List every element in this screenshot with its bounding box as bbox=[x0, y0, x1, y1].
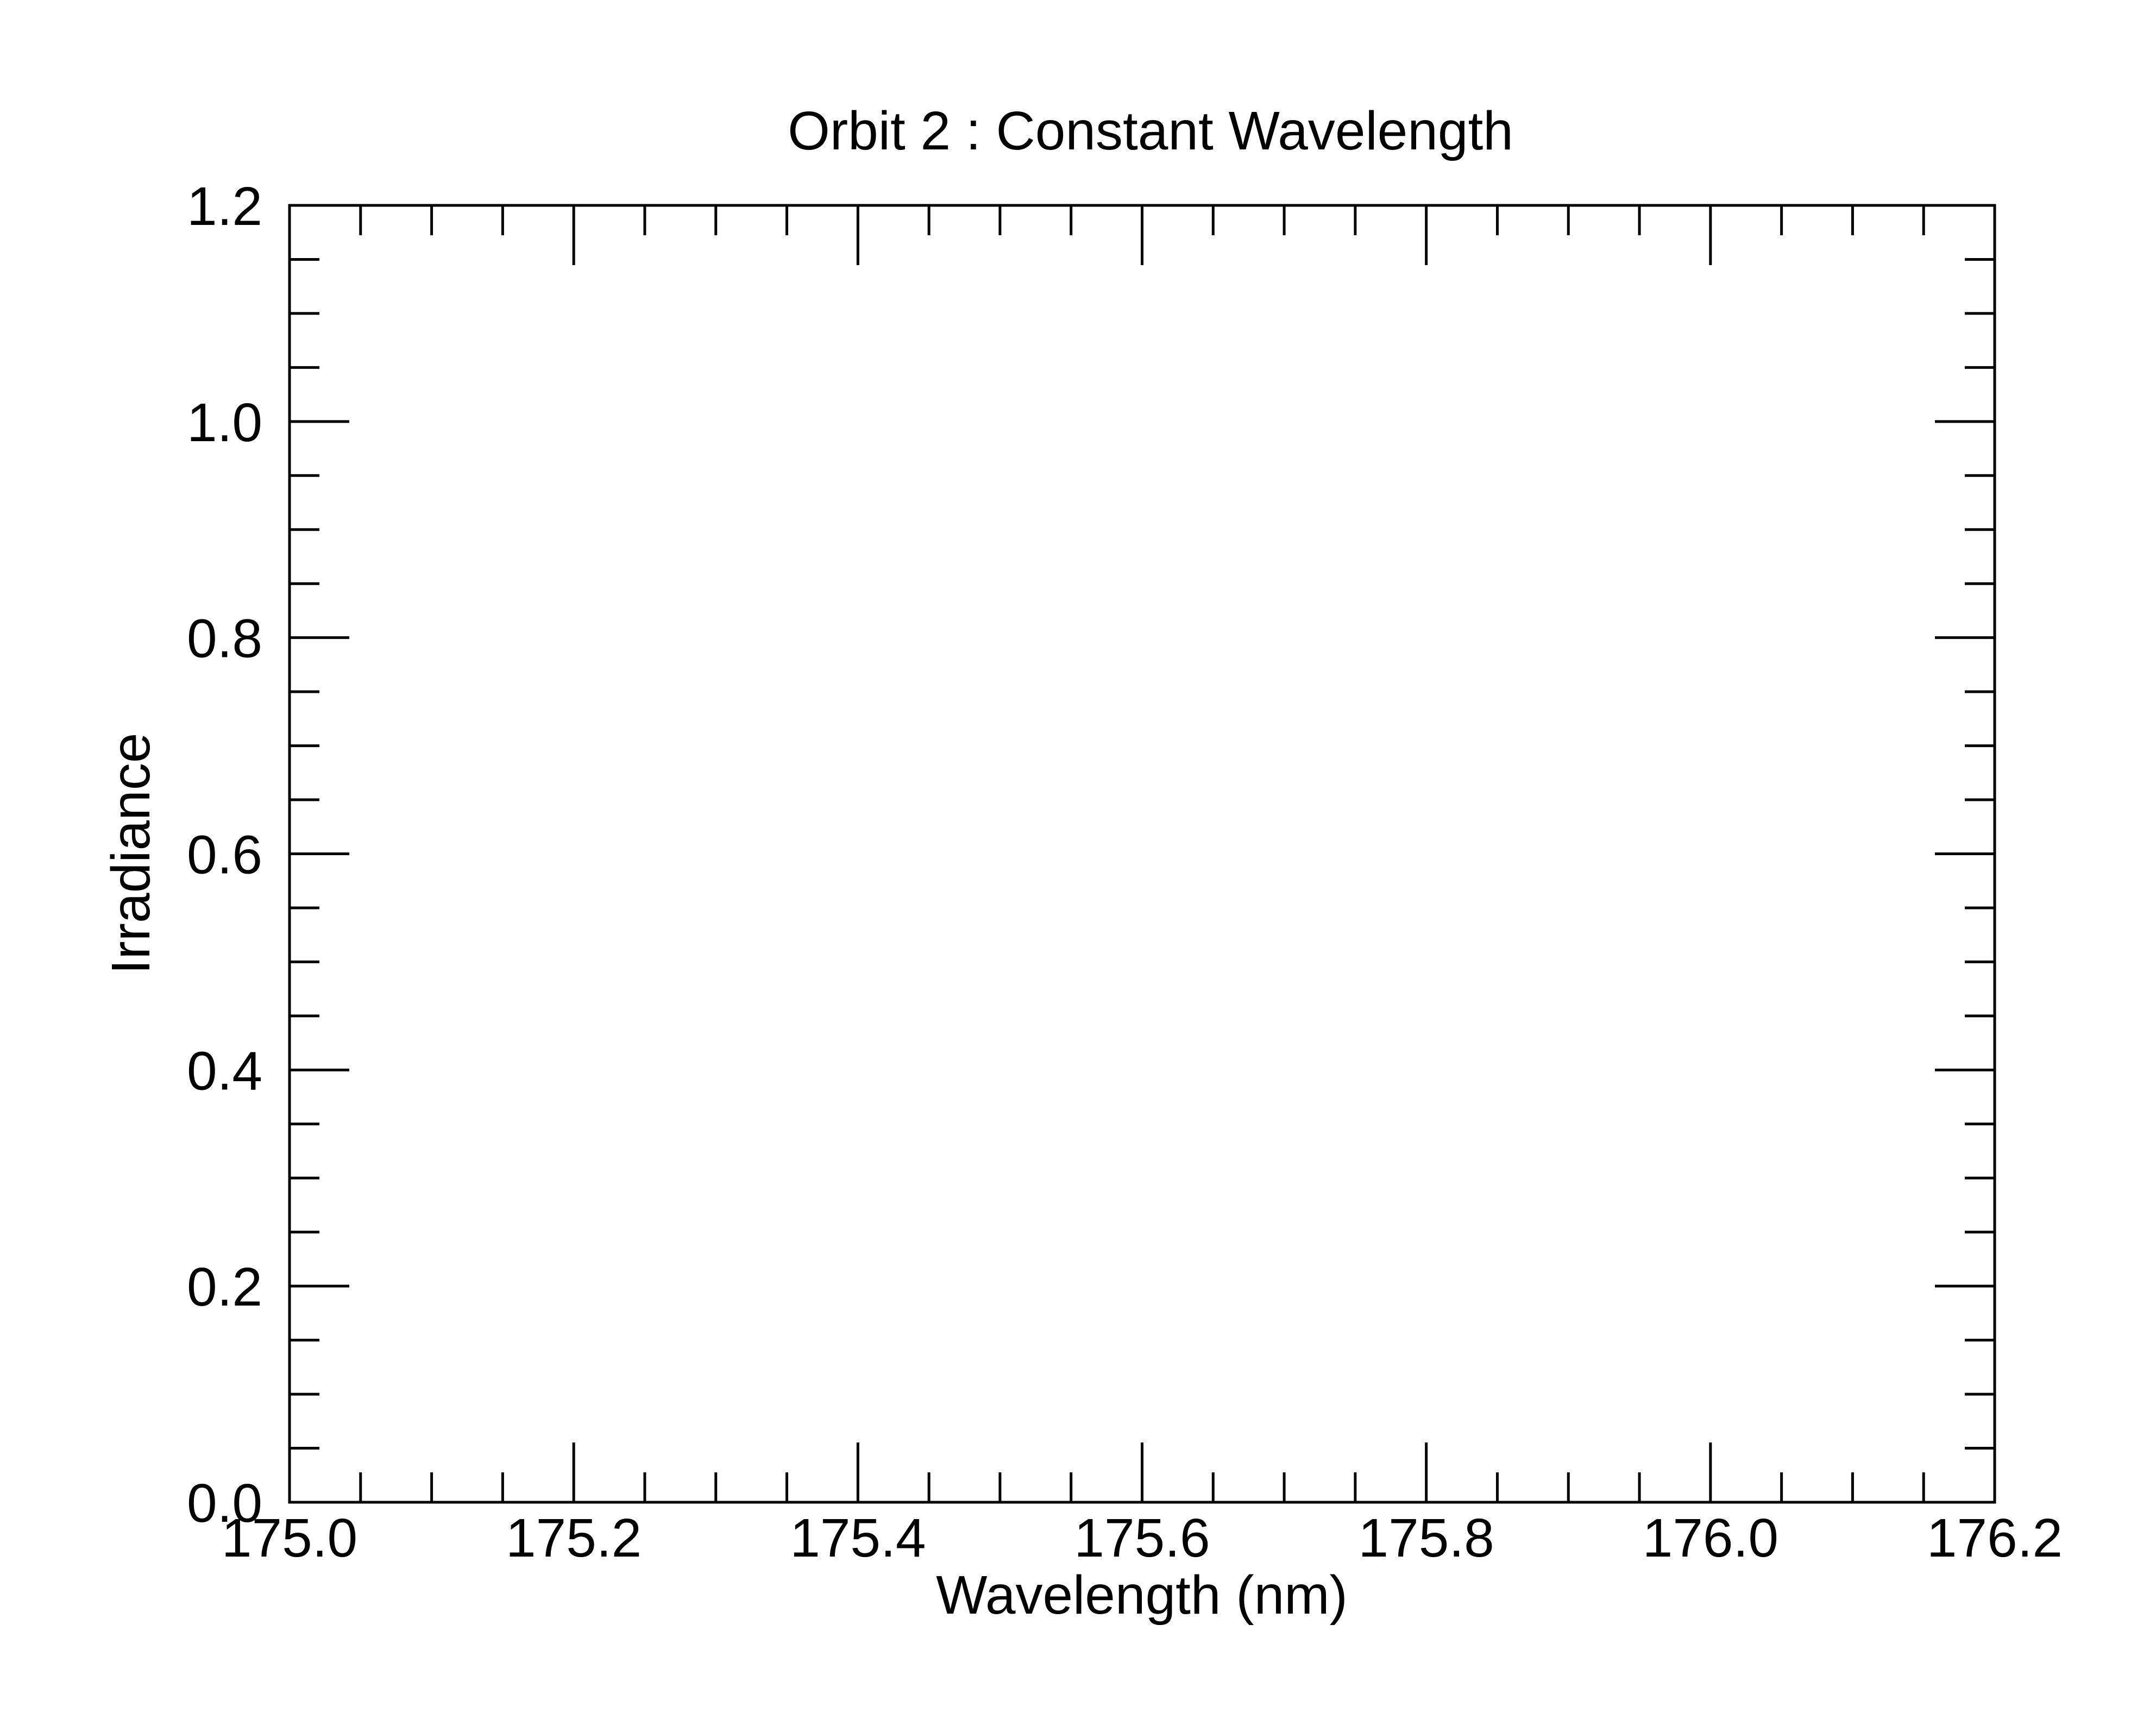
y-tick-label: 0.4 bbox=[187, 1040, 262, 1101]
y-tick-labels: 0.0 0.2 0.4 0.6 0.8 1.0 1.2 bbox=[187, 176, 262, 1534]
y-tick-label: 0.6 bbox=[187, 825, 262, 886]
x-tick-labels: 175.0 175.2 175.4 175.6 175.8 176.0 176.2 bbox=[222, 1508, 2063, 1569]
x-tick-label: 175.8 bbox=[1359, 1508, 1494, 1569]
x-tick-label: 176.0 bbox=[1643, 1508, 1778, 1569]
x-axis-label: Wavelength (nm) bbox=[936, 1565, 1348, 1626]
plot-frame bbox=[288, 204, 1996, 1504]
chart-title: Orbit 2 : Constant Wavelength bbox=[788, 101, 1513, 161]
x-tick-label: 175.2 bbox=[506, 1508, 642, 1569]
x-tick-label: 175.0 bbox=[222, 1508, 357, 1569]
y-tick-label: 0.8 bbox=[187, 609, 262, 669]
y-tick-label: 1.2 bbox=[187, 176, 262, 237]
y-tick-label: 0.2 bbox=[187, 1257, 262, 1318]
x-tick-label: 175.4 bbox=[790, 1508, 926, 1569]
x-tick-label: 175.6 bbox=[1074, 1508, 1210, 1569]
y-axis-label: Irradiance bbox=[100, 733, 161, 975]
x-tick-label: 176.2 bbox=[1927, 1508, 2063, 1569]
y-tick-label: 0.0 bbox=[187, 1473, 262, 1534]
axis-ticks bbox=[288, 204, 1996, 1504]
y-tick-label: 1.0 bbox=[187, 392, 262, 453]
